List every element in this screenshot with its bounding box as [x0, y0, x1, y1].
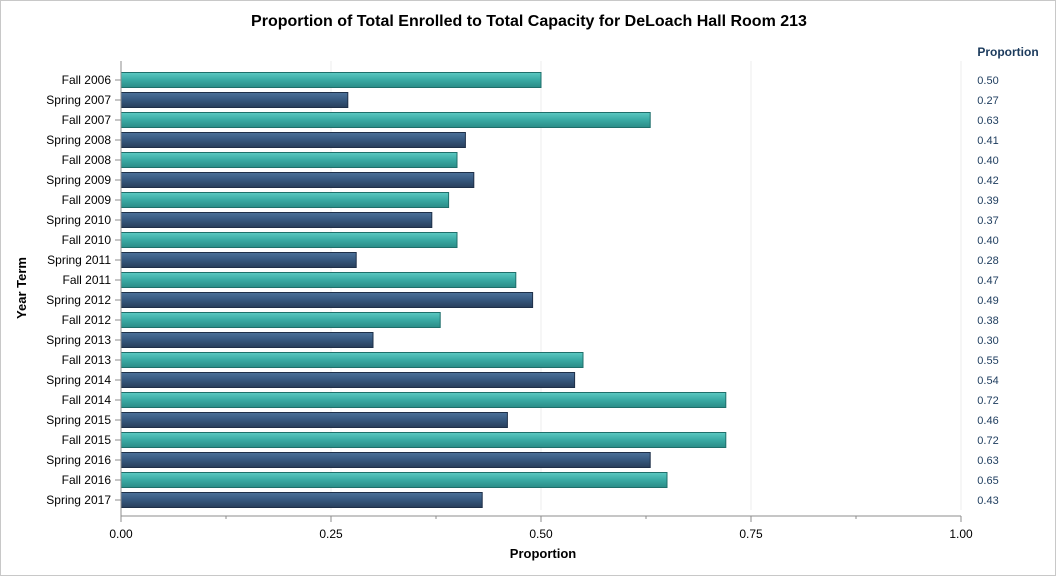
y-tick-label: Spring 2016 — [46, 453, 111, 467]
value-label: 0.41 — [977, 135, 998, 147]
y-tick-label: Fall 2010 — [62, 233, 112, 247]
value-column-header: Proportion — [977, 45, 1038, 59]
y-tick-label: Spring 2010 — [46, 213, 111, 227]
value-label: 0.40 — [977, 235, 998, 247]
value-label: 0.40 — [977, 155, 998, 167]
bar — [120, 492, 483, 508]
y-axis-label: Year Term — [14, 257, 29, 319]
y-tick-label: Spring 2017 — [46, 493, 111, 507]
axes: Fall 2006 0.50 Spring 2007 0.27 Fall 2007 0.6… — [46, 61, 999, 541]
value-label: 0.43 — [977, 495, 998, 507]
value-label: 0.46 — [977, 415, 998, 427]
y-tick-label: Spring 2014 — [46, 373, 111, 387]
y-tick-label: Fall 2012 — [62, 313, 112, 327]
y-tick-label: Fall 2013 — [62, 353, 112, 367]
bar — [120, 392, 727, 408]
bar — [120, 432, 727, 448]
x-tick-label: 1.00 — [949, 527, 973, 541]
bar — [120, 172, 475, 188]
y-tick-label: Fall 2015 — [62, 433, 112, 447]
value-label: 0.28 — [977, 255, 998, 267]
chart-title: Proportion of Total Enrolled to Total Ca… — [251, 13, 807, 30]
y-tick-label: Fall 2008 — [62, 153, 112, 167]
bar — [120, 412, 508, 428]
y-tick-label: Spring 2012 — [46, 293, 111, 307]
value-label: 0.54 — [977, 375, 998, 387]
value-label: 0.65 — [977, 475, 998, 487]
y-tick-label: Spring 2011 — [47, 253, 111, 267]
y-tick-label: Spring 2013 — [46, 333, 111, 347]
value-label: 0.42 — [977, 175, 998, 187]
x-axis-label: Proportion — [510, 546, 576, 561]
bar — [120, 352, 584, 368]
bar — [120, 212, 433, 228]
value-label: 0.38 — [977, 315, 998, 327]
x-tick-label: 0.50 — [529, 527, 553, 541]
x-tick-label: 0.00 — [109, 527, 133, 541]
value-label: 0.63 — [977, 115, 998, 127]
bar — [120, 72, 542, 88]
bar — [120, 332, 374, 348]
value-label: 0.39 — [977, 195, 998, 207]
value-label: 0.30 — [977, 335, 998, 347]
bar — [120, 132, 466, 148]
y-tick-label: Fall 2007 — [62, 113, 112, 127]
value-label: 0.27 — [977, 95, 998, 107]
bars — [120, 72, 727, 508]
value-label: 0.50 — [977, 75, 998, 87]
bar — [120, 272, 517, 288]
bar — [120, 92, 349, 108]
value-label: 0.55 — [977, 355, 998, 367]
y-tick-label: Spring 2008 — [46, 133, 111, 147]
value-label: 0.47 — [977, 275, 998, 287]
bar — [120, 472, 668, 488]
y-tick-label: Fall 2006 — [62, 73, 112, 87]
value-label: 0.72 — [977, 435, 998, 447]
value-label: 0.49 — [977, 295, 998, 307]
y-tick-label: Fall 2016 — [62, 473, 112, 487]
y-tick-label: Fall 2011 — [63, 273, 112, 287]
bar — [120, 192, 450, 208]
bar — [120, 112, 651, 128]
bar — [120, 152, 458, 168]
bar — [120, 292, 534, 308]
x-tick-label: 0.25 — [319, 527, 343, 541]
value-label: 0.37 — [977, 215, 998, 227]
value-label: 0.72 — [977, 395, 998, 407]
bar — [120, 452, 651, 468]
bar — [120, 372, 576, 388]
x-tick-label: 0.75 — [739, 527, 763, 541]
y-tick-label: Fall 2009 — [62, 193, 112, 207]
y-tick-label: Spring 2007 — [46, 93, 111, 107]
y-tick-label: Spring 2015 — [46, 413, 111, 427]
y-tick-label: Spring 2009 — [46, 173, 111, 187]
y-tick-label: Fall 2014 — [62, 393, 112, 407]
bar — [120, 232, 458, 248]
bar — [120, 312, 441, 328]
value-label: 0.63 — [977, 455, 998, 467]
bar — [120, 252, 357, 268]
